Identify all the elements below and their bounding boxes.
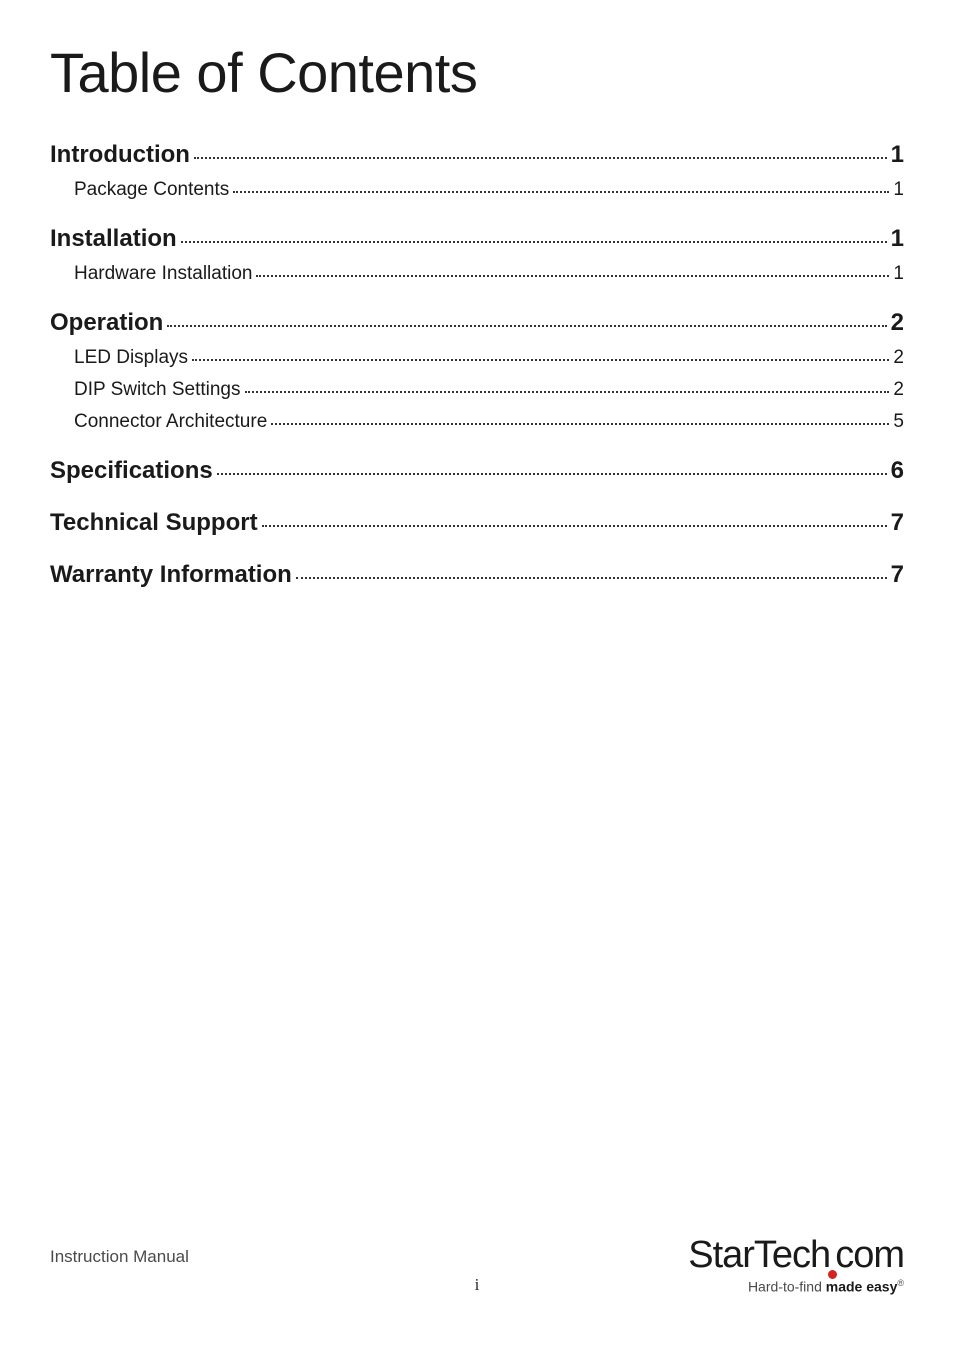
logo-brand-part2: com <box>835 1234 904 1276</box>
toc-sub-row[interactable]: DIP Switch Settings 2 <box>50 379 904 401</box>
toc-heading-row[interactable]: Installation 1 <box>50 225 904 253</box>
toc-heading-row[interactable]: Specifications 6 <box>50 457 904 485</box>
toc-heading-label: Operation <box>50 309 163 337</box>
toc-leader-dots <box>256 275 889 277</box>
tagline-bold: made easy <box>826 1279 898 1295</box>
toc-heading-row[interactable]: Operation 2 <box>50 309 904 337</box>
toc-heading-page: 7 <box>891 509 904 537</box>
toc-sub-page: 1 <box>893 179 904 201</box>
toc-sub-page: 5 <box>893 411 904 433</box>
logo-tagline: Hard-to-find made easy® <box>688 1278 904 1295</box>
toc-heading-page: 7 <box>891 561 904 589</box>
toc-sub-label: Connector Architecture <box>74 411 267 433</box>
toc-leader-dots <box>245 391 890 393</box>
toc-sub-row[interactable]: Connector Architecture 5 <box>50 411 904 433</box>
toc-leader-dots <box>262 525 887 527</box>
toc-leader-dots <box>271 423 889 425</box>
page-title: Table of Contents <box>50 40 904 105</box>
toc-leader-dots <box>233 191 889 193</box>
toc-section: Introduction 1 Package Contents 1 <box>50 141 904 201</box>
table-of-contents: Introduction 1 Package Contents 1 Instal… <box>50 141 904 589</box>
toc-heading-page: 6 <box>891 457 904 485</box>
toc-sub-label: DIP Switch Settings <box>74 379 241 401</box>
toc-sub-label: Hardware Installation <box>74 263 252 285</box>
toc-sub-row[interactable]: LED Displays 2 <box>50 347 904 369</box>
toc-heading-label: Warranty Information <box>50 561 292 589</box>
toc-sub-page: 2 <box>893 379 904 401</box>
toc-sub-label: LED Displays <box>74 347 188 369</box>
tagline-prefix: Hard-to-find <box>748 1279 826 1295</box>
toc-heading-label: Installation <box>50 225 177 253</box>
toc-section: Technical Support 7 <box>50 509 904 537</box>
toc-leader-dots <box>194 157 887 159</box>
toc-heading-label: Technical Support <box>50 509 258 537</box>
toc-heading-label: Introduction <box>50 141 190 169</box>
toc-section: Operation 2 LED Displays 2 DIP Switch Se… <box>50 309 904 433</box>
toc-sub-row[interactable]: Package Contents 1 <box>50 179 904 201</box>
toc-heading-row[interactable]: Introduction 1 <box>50 141 904 169</box>
logo-brand-part1: StarTech <box>688 1234 830 1276</box>
toc-section: Installation 1 Hardware Installation 1 <box>50 225 904 285</box>
toc-leader-dots <box>192 359 889 361</box>
toc-heading-row[interactable]: Technical Support 7 <box>50 509 904 537</box>
footer-doc-type: Instruction Manual <box>50 1247 189 1267</box>
toc-heading-page: 1 <box>891 225 904 253</box>
toc-section: Warranty Information 7 <box>50 561 904 589</box>
toc-leader-dots <box>217 473 887 475</box>
toc-section: Specifications 6 <box>50 457 904 485</box>
toc-heading-page: 2 <box>891 309 904 337</box>
toc-sub-page: 2 <box>893 347 904 369</box>
toc-leader-dots <box>167 325 886 327</box>
logo-text: StarTechcom <box>688 1236 904 1274</box>
toc-heading-row[interactable]: Warranty Information 7 <box>50 561 904 589</box>
toc-heading-label: Specifications <box>50 457 213 485</box>
toc-leader-dots <box>296 577 887 579</box>
toc-sub-label: Package Contents <box>74 179 229 201</box>
toc-sub-row[interactable]: Hardware Installation 1 <box>50 263 904 285</box>
toc-sub-page: 1 <box>893 263 904 285</box>
brand-logo: StarTechcom Hard-to-find made easy® <box>688 1236 904 1295</box>
tagline-trademark: ® <box>897 1278 904 1288</box>
toc-heading-page: 1 <box>891 141 904 169</box>
footer-page-number: i <box>475 1275 480 1295</box>
toc-leader-dots <box>181 241 887 243</box>
